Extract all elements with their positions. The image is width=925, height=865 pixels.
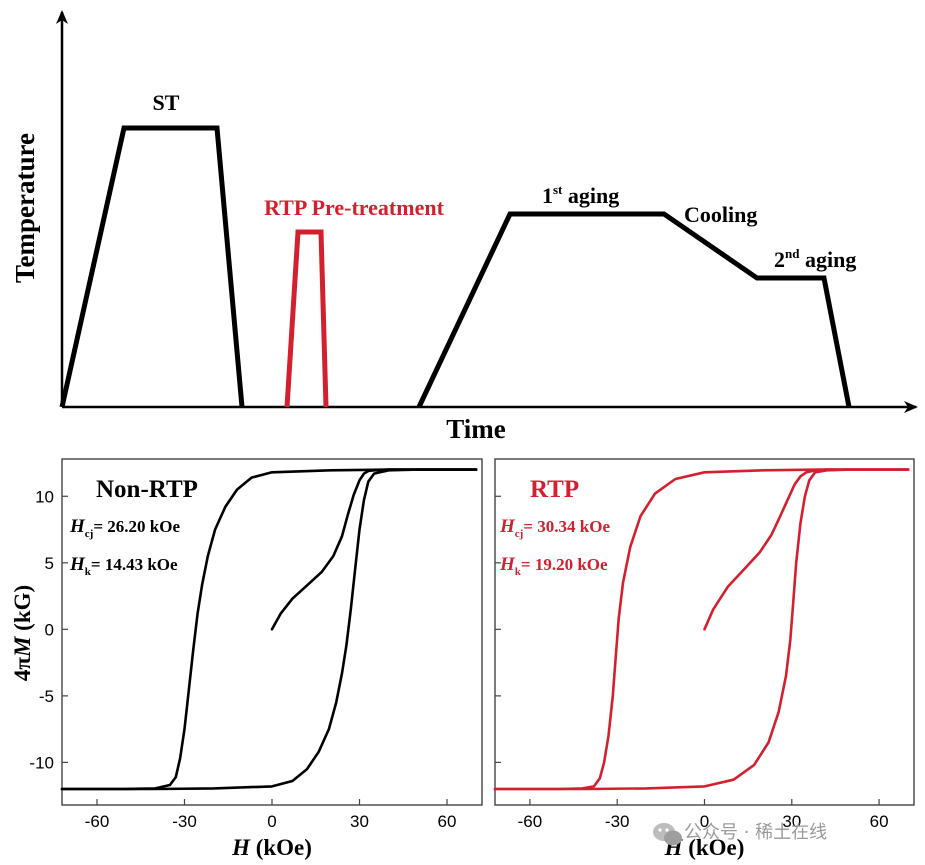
loop-branch-3: [60, 468, 478, 791]
y-tick-label: 10: [35, 487, 54, 506]
rtp-segment: [284, 229, 329, 408]
plot-frame: [61, 458, 483, 806]
aging2-label: 2nd aging: [774, 246, 856, 272]
y-tick-label: -10: [29, 753, 54, 772]
x-tick-label: -60: [85, 812, 110, 831]
schedule-y-label: Temperature: [10, 133, 40, 283]
panel-title: RTP: [530, 476, 579, 503]
annotation-1: Hcj= 30.34 kOe: [499, 516, 610, 540]
y-tick-label: -5: [39, 687, 54, 706]
x-tick-label: -30: [172, 812, 197, 831]
loop-branch-1: [270, 468, 478, 631]
watermark: 公众号 · 稀土在线: [653, 822, 827, 846]
x-tick-label: 60: [870, 812, 889, 831]
hysteresis-y-label: 4πM (kG): [10, 585, 35, 681]
wechat-icon: [653, 823, 682, 846]
annotation-2: Hk= 14.43 kOe: [69, 554, 178, 578]
hysteresis-panel-rtp: -60 -30 0 30 60 RTP Hcj= 30.34 kOe Hk= 19.20 kO…: [493, 458, 915, 860]
annotation-1: Hcj= 26.20 kOe: [69, 516, 180, 540]
annotation-2: Hk= 19.20 kOe: [499, 554, 608, 578]
plot-frame: [494, 458, 915, 806]
aging-segment: [416, 211, 852, 409]
y-tick-label: 0: [45, 620, 54, 639]
st-segment: [59, 125, 245, 408]
x-tick-label: -30: [605, 812, 630, 831]
loop-branch-3: [493, 468, 910, 791]
watermark-text: 公众号 · 稀土在线: [684, 822, 827, 843]
cooling-label: Cooling: [684, 202, 757, 227]
x-tick-label: 0: [267, 812, 276, 831]
panel-title: Non-RTP: [96, 476, 198, 503]
hysteresis-panel-non-rtp: -60 -30 0 30 60 10 5 0 -5 -10 Non-RTP Hcj= 26.20 kO…: [29, 458, 483, 860]
x-tick-label: 30: [350, 812, 369, 831]
schedule-panel: Temperature Time ST RTP Pre-treatment 1s…: [10, 10, 918, 444]
x-tick-label: 60: [438, 812, 457, 831]
x-tick-label: 30: [782, 812, 801, 831]
y-tick-label: 5: [45, 554, 54, 573]
loop-branch-2: [60, 468, 478, 791]
x-axis-label: H (kOe): [231, 835, 312, 860]
x-tick-label: 0: [700, 812, 709, 831]
aging1-label: 1st aging: [542, 182, 619, 208]
rtp-label: RTP Pre-treatment: [264, 195, 445, 220]
schedule-x-label: Time: [446, 414, 506, 444]
x-tick-label: -60: [518, 812, 543, 831]
st-label: ST: [153, 90, 180, 115]
loop-branch-2: [493, 468, 910, 791]
